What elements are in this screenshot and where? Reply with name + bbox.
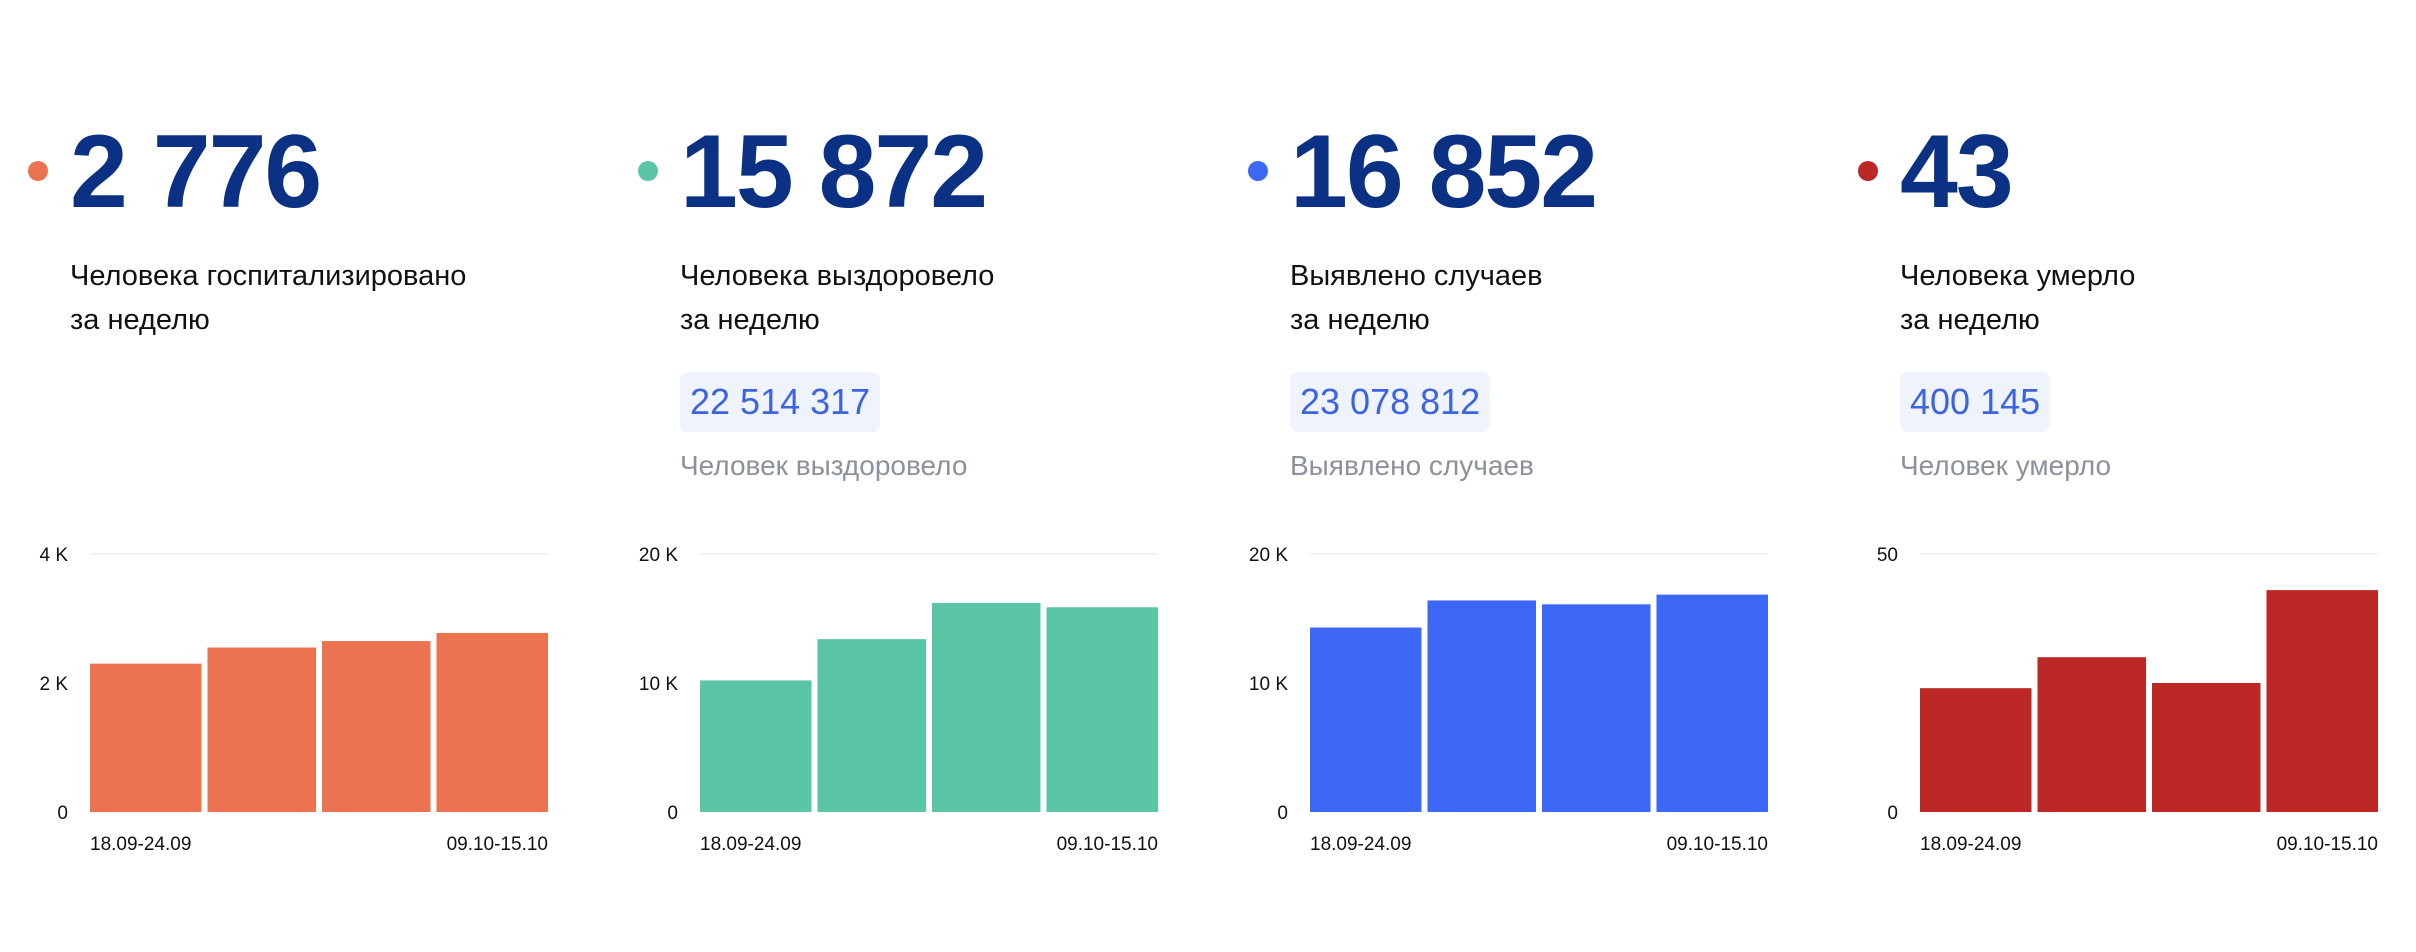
x-tick-label-last: 09.10-15.10 bbox=[1667, 834, 1768, 855]
label-line-1: Человека выздоровело bbox=[680, 260, 995, 292]
label-line-1: Человека госпитализировано bbox=[70, 260, 467, 292]
bar[interactable] bbox=[817, 639, 927, 812]
bar[interactable] bbox=[1656, 594, 1769, 812]
stat-card-cases: 16 852 Выявлено случаев за неделю 23 078… bbox=[1220, 0, 1780, 952]
stat-card-deaths: 43 Человека умерло за неделю 400 145 Чел… bbox=[1830, 0, 2390, 952]
y-tick-label: 0 bbox=[1277, 803, 1288, 824]
weekly-deaths-label: Человека умерло за неделю bbox=[1900, 254, 2135, 342]
legend-dot-recovered bbox=[638, 161, 658, 181]
y-tick-label: 20 K bbox=[1249, 545, 1288, 566]
label-line-2: за неделю bbox=[1290, 304, 1430, 336]
x-tick-label-last: 09.10-15.10 bbox=[447, 834, 548, 855]
weekly-cases-value: 16 852 bbox=[1290, 114, 1598, 230]
legend-dot-cases bbox=[1248, 161, 1268, 181]
x-tick-label-first: 18.09-24.09 bbox=[700, 834, 801, 855]
weekly-hospitalized-value: 2 776 bbox=[70, 114, 322, 230]
y-tick-label: 50 bbox=[1877, 545, 1898, 566]
bar[interactable] bbox=[1046, 607, 1159, 812]
x-tick-label-last: 09.10-15.10 bbox=[2277, 834, 2378, 855]
hospitalized-bar-chart: 4 K 2 K 0 18.09-24.09 09.10-15.10 bbox=[39, 545, 549, 855]
bar[interactable] bbox=[436, 632, 549, 812]
x-tick-label-first: 18.09-24.09 bbox=[1920, 834, 2021, 855]
total-cases-badge: 23 078 812 bbox=[1290, 372, 1491, 432]
total-deaths-label: Человек умерло bbox=[1900, 450, 2112, 481]
x-tick-label-first: 18.09-24.09 bbox=[90, 834, 191, 855]
label-line-2: за неделю bbox=[1900, 304, 2040, 336]
y-tick-label: 10 K bbox=[639, 674, 678, 695]
bar[interactable] bbox=[207, 647, 317, 812]
label-line-1: Человека умерло bbox=[1900, 260, 2136, 292]
total-recovered-label: Человек выздоровело bbox=[680, 450, 968, 481]
weekly-recovered-label: Человека выздоровело за неделю bbox=[680, 254, 994, 342]
total-cases-label: Выявлено случаев bbox=[1290, 450, 1534, 481]
cases-bar-chart: 20 K 10 K 0 18.09-24.09 09.10-15.10 bbox=[1249, 545, 1769, 855]
total-deaths-badge: 400 145 bbox=[1900, 372, 2051, 432]
x-tick-label-first: 18.09-24.09 bbox=[1310, 834, 1411, 855]
label-line-2: за неделю bbox=[70, 304, 210, 336]
legend-dot-deaths bbox=[1858, 161, 1878, 181]
stat-card-recovered: 15 872 Человека выздоровело за неделю 22… bbox=[610, 0, 1170, 952]
y-tick-label: 0 bbox=[1887, 803, 1898, 824]
bar[interactable] bbox=[2037, 657, 2147, 812]
bar[interactable] bbox=[1542, 604, 1651, 812]
y-tick-label: 20 K bbox=[639, 545, 678, 566]
recovered-bar-chart: 20 K 10 K 0 18.09-24.09 09.10-15.10 bbox=[639, 545, 1159, 855]
total-recovered-badge: 22 514 317 bbox=[680, 372, 881, 432]
stat-card-hospitalized: 2 776 Человека госпитализировано за неде… bbox=[0, 0, 560, 952]
bar[interactable] bbox=[322, 641, 431, 812]
label-line-2: за неделю bbox=[680, 304, 820, 336]
weekly-recovered-value: 15 872 bbox=[680, 114, 988, 230]
weekly-hospitalized-label: Человека госпитализировано за неделю bbox=[70, 254, 466, 342]
weekly-cases-label: Выявлено случаев за неделю bbox=[1290, 254, 1543, 342]
bar[interactable] bbox=[2152, 683, 2261, 812]
y-tick-label: 0 bbox=[57, 803, 68, 824]
deaths-bar-chart: 50 0 18.09-24.09 09.10-15.10 bbox=[1877, 545, 2379, 855]
y-tick-label: 0 bbox=[667, 803, 678, 824]
legend-dot-hospitalized bbox=[28, 161, 48, 181]
bar[interactable] bbox=[1427, 600, 1537, 812]
bar[interactable] bbox=[2266, 590, 2379, 812]
bar[interactable] bbox=[90, 663, 202, 812]
bar[interactable] bbox=[1310, 627, 1422, 812]
y-tick-label: 2 K bbox=[39, 674, 68, 695]
y-tick-label: 10 K bbox=[1249, 674, 1288, 695]
bar[interactable] bbox=[932, 603, 1041, 812]
x-tick-label-last: 09.10-15.10 bbox=[1057, 834, 1158, 855]
weekly-deaths-value: 43 bbox=[1900, 114, 2014, 230]
bar[interactable] bbox=[1920, 688, 2032, 812]
label-line-1: Выявлено случаев bbox=[1290, 260, 1543, 292]
bar[interactable] bbox=[700, 680, 812, 812]
y-tick-label: 4 K bbox=[39, 545, 68, 566]
